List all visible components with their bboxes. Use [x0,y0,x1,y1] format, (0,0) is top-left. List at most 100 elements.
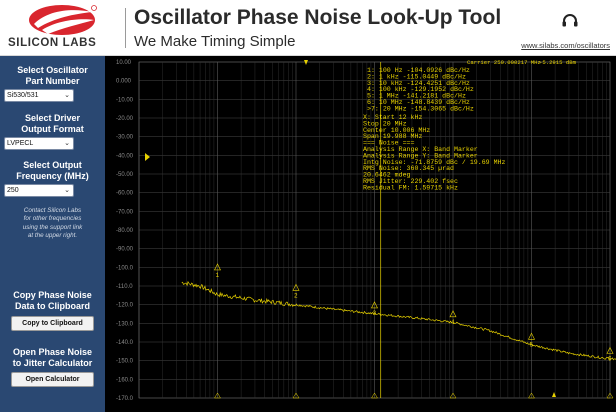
y-tick-label: -120.0 [116,303,134,309]
band-start-arrow [304,60,308,65]
logo-wordmark: SILICON LABS [8,37,97,49]
y-tick-label: -130.0 [116,321,134,327]
band-marker-lines [380,62,382,398]
plot-grid [138,61,611,399]
marker-number: 3 [373,310,377,317]
analysis-row: Span 19.988 MHz [363,133,422,140]
y-tick-label: -80.00 [116,228,134,234]
noise-analysis-readout: X: Start 12 kHz Stop 20 MHz Center 10.00… [363,114,505,191]
marker-triangle[interactable] [449,310,457,318]
output-format-value: LVPECL [7,140,34,147]
marker-triangle[interactable] [528,332,535,340]
analysis-row: Analysis Range Y: Band Marker [363,152,478,159]
oscillators-site-link[interactable]: www.silabs.com/oscillators [521,41,610,50]
y-tick-label: -40.00 [116,153,134,159]
analysis-row: === Noise === [363,140,414,147]
part-number-select[interactable]: Si530/531 ⌄ [4,89,74,102]
analysis-row: Center 10.006 MHz [363,127,430,134]
phase-noise-trace [181,280,616,361]
open-calculator-button[interactable]: Open Calculator [11,372,94,387]
analysis-row: 20.6462 mdeg [363,172,411,179]
axis-marker [528,392,535,399]
output-format-label-line2: Output Format [21,124,84,134]
silicon-labs-swoosh-icon [29,5,97,35]
y-tick-label: -70.00 [116,209,134,215]
carrier-level-readout: -5.2915 dBm [539,59,577,66]
axis-marker [449,392,457,399]
marker-number: 4 [451,319,455,326]
y-tick-label: -110.0 [116,284,133,290]
y-tick-label: -10.00 [116,97,134,103]
output-frequency-label-line1: Select Output [23,160,82,170]
app-header: SILICON LABS Oscillator Phase Noise Look… [0,0,616,56]
marker-number: 5 [530,341,534,348]
y-tick-label: -90.00 [116,247,134,253]
y-tick-label: -50.00 [116,172,134,178]
output-frequency-value: 250 [7,187,19,194]
band-stop-arrow [552,392,556,397]
copy-label-line1: Copy Phase Noise [13,290,92,300]
contact-note: Contact Silicon Labs for other frequenci… [22,207,83,239]
marker-table-row: 2: 1 kHz -115.0449 dBc/Hz [367,73,466,80]
analysis-row: Stop 20 MHz [363,120,407,127]
y-tick-label: 0.000 [116,79,132,85]
analysis-row: RMS Noise: 360.345 µrad [363,165,454,172]
marker-triangle[interactable] [214,263,221,271]
y-tick-label: -140.0 [116,340,134,346]
headset-icon[interactable] [561,12,579,30]
y-tick-label: -100.0 [116,265,134,271]
output-format-select[interactable]: LVPECL ⌄ [4,137,74,150]
marker-table-row: 1: 100 Hz -104.0926 dBc/Hz [367,67,470,74]
marker-number: 1 [216,272,220,279]
part-number-value: Si530/531 [7,92,39,99]
marker-triangle[interactable] [606,346,614,354]
y-tick-label: -20.00 [116,116,134,122]
header-divider [125,8,126,48]
marker-table-row: >7: 20 MHz -154.3065 dBc/Hz [367,105,474,112]
carrier-readout: Carrier 250.000217 MHz [467,59,541,66]
marker-number: 2 [294,292,298,299]
chevron-down-icon: ⌄ [64,92,70,99]
y-axis-labels: 10.00 0.000 -10.00 -20.00 -30.00 -40.00 -50.00… [116,60,134,402]
y-tick-label: 10.00 [116,60,132,66]
axis-marker [371,392,378,399]
analysis-row: Intg Noise: -71.8759 dBc / 19.69 MHz [363,159,505,166]
y-tick-label: -160.0 [116,377,134,383]
chevron-down-icon: ⌄ [64,187,70,194]
analysis-row: RMS Jitter: 229.402 fsec [363,178,458,185]
y-tick-label: -60.00 [116,191,134,197]
jitter-label-line1: Open Phase Noise [12,347,93,357]
silicon-labs-logo: SILICON LABS [8,4,116,52]
analysis-row: Residual FM: 1.59715 kHz [363,184,458,191]
analysis-row: Analysis Range X: Band Marker [363,146,478,153]
analysis-row: X: Start 12 kHz [363,114,422,121]
reference-level-arrow [145,153,150,161]
jitter-label-line2: to Jitter Calculator [12,358,93,368]
axis-marker [606,392,614,399]
phase-noise-plot: 10.00 0.000 -10.00 -20.00 -30.00 -40.00 -50.00… [105,56,616,412]
axis-marker [214,392,221,399]
copy-to-clipboard-button[interactable]: Copy to Clipboard [11,316,94,331]
marker-table-row: 5: 1 MHz -141.2181 dBc/Hz [367,93,466,100]
y-tick-label: -170.0 [116,396,134,402]
output-format-label-line1: Select Driver [24,113,81,123]
output-frequency-label-line2: Frequency (MHz) [16,171,89,181]
part-number-label-line2: Part Number [25,76,80,86]
marker-points: 1234567 [214,263,614,399]
marker-table-row: 3: 10 kHz -124.4251 dBc/Hz [367,80,470,87]
output-frequency-select[interactable]: 250 ⌄ [4,184,74,197]
marker-table: 1: 100 Hz -104.0926 dBc/Hz2: 1 kHz -115.… [367,67,474,112]
y-tick-label: -150.0 [116,359,134,365]
phase-noise-chart: 10.00 0.000 -10.00 -20.00 -30.00 -40.00 -50.00… [116,59,616,402]
copy-label-line2: Data to Clipboard [14,301,90,311]
marker-triangle[interactable] [292,283,300,291]
sidebar: Select Oscillator Part Number Si530/531 … [0,56,105,412]
y-tick-label: -30.00 [116,135,134,141]
part-number-label-line1: Select Oscillator [17,65,88,75]
marker-table-row: 6: 10 MHz -148.8439 dBc/Hz [367,99,470,106]
page-subtitle: We Make Timing Simple [134,33,296,50]
marker-table-row: 4: 100 kHz -129.1952 dBc/Hz [367,86,474,93]
axis-marker [292,392,300,399]
page-title: Oscillator Phase Noise Look-Up Tool [134,6,502,29]
marker-triangle[interactable] [371,301,378,309]
